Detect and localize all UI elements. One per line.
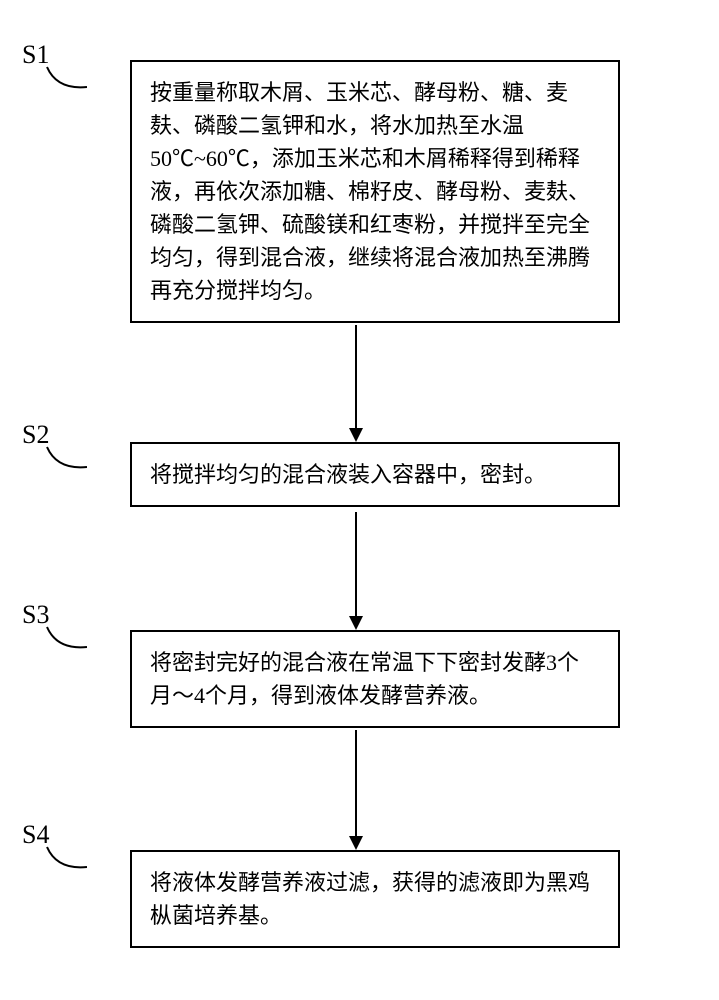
arrow-line-1	[355, 325, 357, 428]
step-box-s3: 将密封完好的混合液在常温下下密封发酵3个月～4个月，得到液体发酵营养液。	[130, 630, 620, 728]
arrow-head-1	[349, 428, 363, 442]
label-curve-s1	[42, 65, 87, 95]
step-box-s2: 将搅拌均匀的混合液装入容器中，密封。	[130, 442, 620, 507]
arrow-line-2	[355, 512, 357, 616]
flowchart-container: S1 按重量称取木屑、玉米芯、酵母粉、糖、麦麸、磷酸二氢钾和水，将水加热至水温5…	[0, 0, 719, 1000]
arrow-head-2	[349, 616, 363, 630]
step-box-s1: 按重量称取木屑、玉米芯、酵母粉、糖、麦麸、磷酸二氢钾和水，将水加热至水温50℃~…	[130, 60, 620, 323]
label-curve-s3	[42, 625, 87, 655]
label-curve-s2	[42, 445, 87, 475]
arrow-head-3	[349, 836, 363, 850]
label-curve-s4	[42, 845, 87, 875]
arrow-line-3	[355, 730, 357, 836]
step-box-s4: 将液体发酵营养液过滤，获得的滤液即为黑鸡枞菌培养基。	[130, 850, 620, 948]
